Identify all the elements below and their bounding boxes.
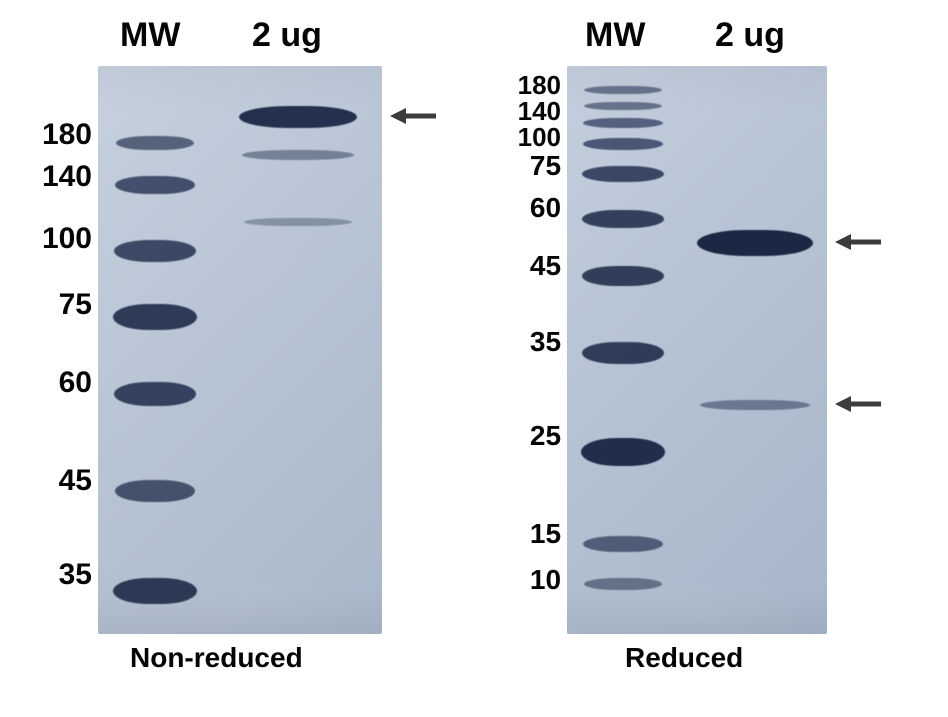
figure-root: MW 2 ug 180 140 100 75 60 45 35 Non-redu… — [0, 0, 948, 717]
ladder-band — [114, 382, 196, 406]
ladder-band — [582, 266, 664, 286]
panel-non-reduced: MW 2 ug 180 140 100 75 60 45 35 Non-redu… — [0, 0, 455, 717]
lane-header-mw: MW — [120, 16, 180, 55]
mw-label: 140 — [42, 160, 92, 194]
gel-caption: Non-reduced — [130, 642, 303, 674]
mw-label: 100 — [518, 122, 561, 153]
ladder-band — [115, 480, 195, 502]
mw-label: 100 — [42, 222, 92, 256]
ladder-band — [113, 304, 197, 330]
lane-header-sample: 2 ug — [715, 16, 785, 55]
lane-header-sample: 2 ug — [252, 16, 322, 55]
sample-band — [697, 230, 813, 256]
arrow-icon — [835, 230, 881, 254]
ladder-band — [583, 118, 663, 128]
sample-band — [239, 106, 357, 128]
sample-band — [242, 150, 354, 160]
mw-label: 45 — [530, 250, 561, 282]
ladder-band — [114, 240, 196, 262]
gel-caption: Reduced — [625, 642, 743, 674]
mw-label: 60 — [530, 192, 561, 224]
ladder-band — [584, 102, 662, 110]
mw-label: 35 — [59, 558, 92, 592]
mw-label: 75 — [59, 288, 92, 322]
mw-label: 45 — [59, 464, 92, 498]
mw-label: 15 — [530, 518, 561, 550]
ladder-band — [583, 138, 663, 150]
arrow-icon — [835, 392, 881, 416]
panel-reduced: MW 2 ug 180 140 100 75 60 45 35 25 15 10 — [455, 0, 948, 717]
ladder-band — [582, 342, 664, 364]
sample-band — [244, 218, 352, 226]
ladder-band — [584, 578, 662, 590]
mw-label: 60 — [59, 366, 92, 400]
mw-label: 10 — [530, 564, 561, 596]
mw-label: 180 — [42, 118, 92, 152]
ladder-band — [113, 578, 197, 604]
mw-label: 25 — [530, 420, 561, 452]
ladder-band — [582, 210, 664, 228]
ladder-band — [115, 176, 195, 194]
arrow-icon — [390, 104, 436, 128]
ladder-band — [584, 86, 662, 94]
ladder-band — [582, 166, 664, 182]
mw-label: 75 — [530, 150, 561, 182]
ladder-band — [116, 136, 194, 150]
mw-label: 35 — [530, 326, 561, 358]
ladder-band — [581, 438, 665, 466]
sample-band — [700, 400, 810, 410]
ladder-band — [583, 536, 663, 552]
lane-header-mw: MW — [585, 16, 645, 55]
